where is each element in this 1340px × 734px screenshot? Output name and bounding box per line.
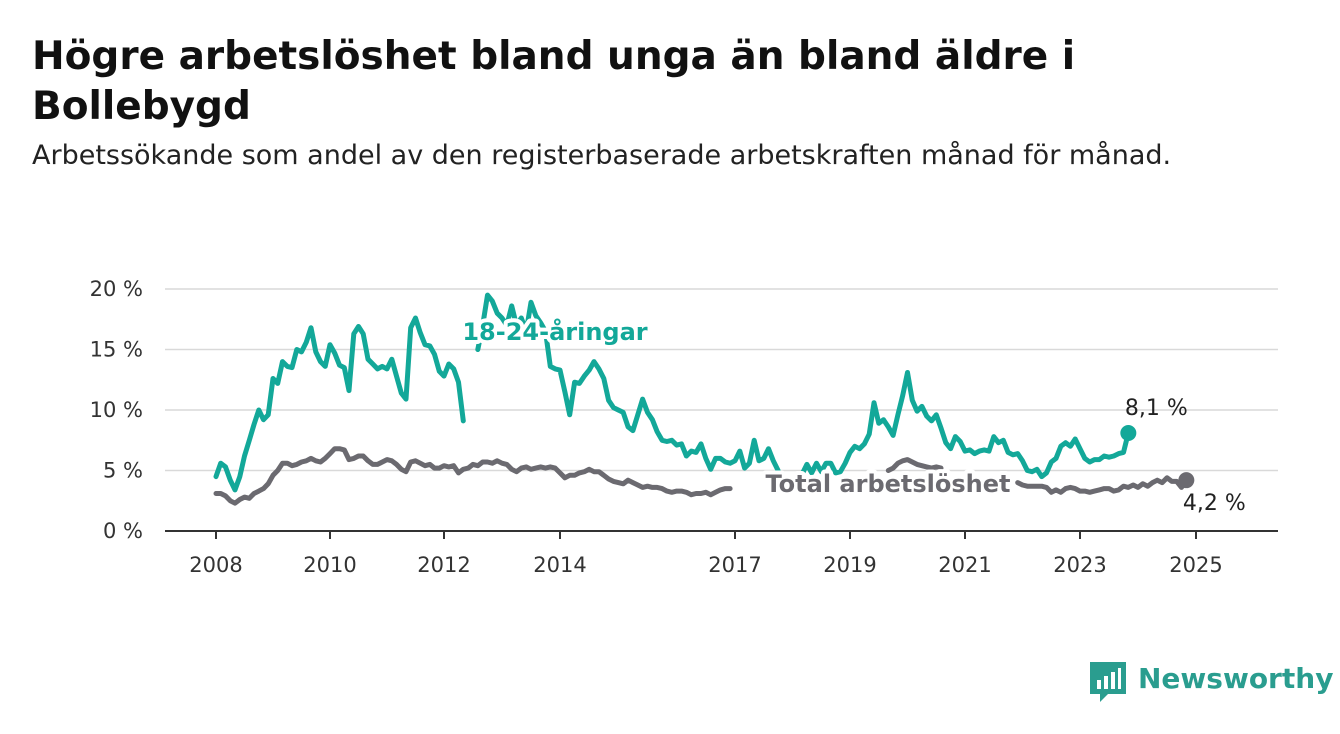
x-tick-label: 2023 — [1053, 553, 1106, 577]
y-tick-label: 5 % — [103, 459, 143, 483]
series-line-young — [799, 370, 1131, 480]
end-value-label-young: 8,1 % — [1125, 396, 1188, 421]
newsworthy-logo-text: Newsworthy — [1138, 662, 1334, 695]
end-point-young — [1120, 424, 1137, 441]
x-tick-label: 2008 — [189, 553, 242, 577]
x-tick-label: 2014 — [533, 553, 586, 577]
series-line-total — [885, 457, 944, 473]
chart-title: Högre arbetslöshet bland unga än bland ä… — [32, 34, 1076, 129]
series-label-young: 18-24-åringar — [462, 317, 647, 346]
series-line-young — [475, 292, 781, 473]
newsworthy-logo: Newsworthy — [1088, 660, 1333, 710]
series-line-young — [213, 315, 466, 493]
y-tick-label: 15 % — [90, 338, 143, 362]
series-label-total-halo: Total arbetslöshet — [765, 470, 1010, 498]
chart-subtitle: Arbetssökande som andel av den registerb… — [32, 140, 1172, 171]
x-tick-label: 2010 — [303, 553, 356, 577]
series-label-total: Total arbetslöshet — [765, 470, 1010, 498]
series-label-young-halo: 18-24-åringar — [462, 317, 647, 346]
x-tick-label: 2019 — [823, 553, 876, 577]
x-tick-label: 2025 — [1169, 553, 1222, 577]
x-tick-label: 2012 — [417, 553, 470, 577]
newsworthy-logo-icon — [1090, 662, 1126, 702]
end-point-total — [1178, 472, 1195, 489]
series-line-total — [213, 446, 733, 506]
y-tick-label: 20 % — [90, 277, 143, 301]
y-tick-label: 0 % — [103, 519, 143, 543]
end-value-label-total: 4,2 % — [1183, 491, 1246, 516]
x-tick-label: 2017 — [708, 553, 761, 577]
series-line-total — [1015, 475, 1189, 495]
x-tick-label: 2021 — [938, 553, 991, 577]
y-tick-label: 10 % — [90, 398, 143, 422]
